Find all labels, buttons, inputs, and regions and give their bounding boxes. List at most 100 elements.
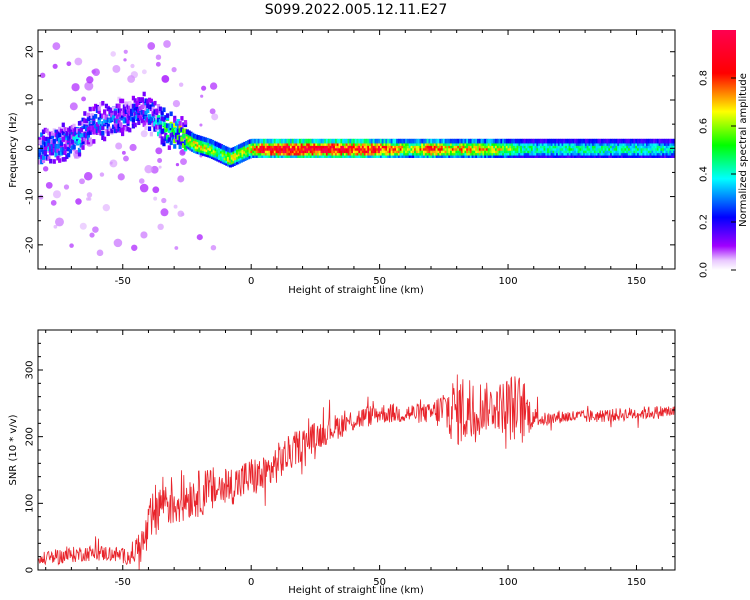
ridge-cell — [340, 150, 344, 156]
ridge-cell — [372, 150, 376, 156]
noise-speckle — [102, 204, 110, 212]
ridge-cell — [606, 138, 610, 144]
ridge-cell — [293, 146, 297, 151]
ridge-cell — [223, 145, 227, 151]
ridge-cell — [378, 146, 382, 151]
ridge-cell — [196, 149, 200, 155]
ridge-cell — [272, 153, 276, 158]
ridge-cell — [191, 132, 195, 138]
ridge-cell — [349, 143, 353, 149]
ridge-cell — [169, 111, 173, 117]
ridge-cell — [527, 148, 531, 154]
ridge-cell — [250, 148, 254, 154]
ridge-cell — [604, 141, 608, 146]
ridge-cell — [387, 143, 391, 149]
ridge-cell — [484, 153, 488, 158]
ridge-cell — [228, 150, 233, 156]
ridge-cell — [433, 143, 438, 149]
ridge-cell — [541, 153, 545, 158]
ridge-cell — [635, 148, 639, 154]
ridge-cell — [290, 153, 294, 158]
ridge-cell — [252, 141, 256, 146]
ridge-cell — [270, 138, 274, 144]
ridge-cell — [286, 146, 290, 151]
ridge-cell — [453, 146, 457, 151]
ridge-cell — [574, 148, 578, 154]
ridge-cell — [602, 141, 607, 146]
ridge-cell — [248, 153, 252, 159]
ridge-cell — [584, 143, 589, 149]
ridge-cell — [473, 143, 477, 149]
ridge-cell — [597, 148, 601, 154]
ridge-cell — [521, 143, 526, 149]
ridge-cell — [124, 126, 128, 132]
ridge-cell — [448, 141, 452, 146]
ridge-cell — [198, 145, 202, 150]
ridge-cell — [227, 159, 231, 165]
ridge-cell — [646, 153, 650, 158]
ridge-cell — [313, 153, 317, 158]
ridge-cell — [171, 123, 175, 129]
ridge-cell — [338, 143, 342, 149]
noise-speckle — [86, 192, 93, 198]
ridge-cell — [79, 133, 83, 139]
ridge-cell — [626, 153, 630, 158]
ridge-cell — [394, 143, 398, 149]
ridge-cell — [250, 138, 254, 144]
ridge-cell — [451, 146, 456, 151]
ridge-cell — [444, 153, 448, 158]
ridge-cell — [88, 125, 92, 131]
ridge-cell — [223, 160, 227, 165]
ridge-cell — [378, 143, 382, 149]
ridge-cell — [390, 143, 394, 149]
ridge-cell — [671, 148, 675, 154]
ridge-cell — [426, 146, 430, 151]
ridge-cell — [505, 138, 509, 144]
ridge-cell — [581, 153, 585, 158]
ridge-cell — [565, 153, 569, 158]
ridge-cell — [493, 148, 497, 154]
ridge-cell — [311, 148, 315, 154]
ridge-cell — [327, 141, 331, 146]
ridge-cell — [498, 143, 502, 149]
ridge-cell — [583, 138, 587, 144]
ridge-cell — [644, 141, 648, 146]
ridge-cell — [523, 146, 527, 151]
ridge-cell — [194, 144, 198, 149]
ridge-cell — [307, 150, 312, 156]
ridge-cell — [41, 150, 46, 155]
ridge-cell — [423, 153, 427, 158]
ridge-cell — [363, 153, 367, 158]
ridge-cell — [428, 141, 432, 146]
ridge-cell — [261, 150, 265, 156]
ridge-cell — [624, 138, 628, 144]
ridge-cell — [104, 115, 109, 120]
ridge-cell — [167, 145, 171, 150]
ridge-cell — [406, 148, 411, 154]
ridge-cell — [68, 143, 73, 148]
ridge-cell — [599, 148, 603, 154]
ridge-cell — [38, 152, 42, 158]
ridge-cell — [367, 146, 371, 151]
ridge-cell — [484, 146, 488, 151]
ridge-cell — [457, 138, 461, 144]
ridge-cell — [273, 143, 278, 149]
ridge-cell — [203, 149, 207, 154]
ridge-cell — [394, 141, 398, 146]
ridge-cell — [95, 108, 100, 113]
ridge-cell — [586, 150, 590, 156]
ridge-cell — [252, 148, 256, 154]
ridge-cell — [133, 105, 137, 111]
noise-speckle — [196, 234, 203, 241]
ridge-cell — [352, 138, 357, 144]
ridge-cell — [313, 148, 317, 154]
ridge-cell — [550, 148, 554, 154]
ridge-cell — [637, 138, 641, 144]
ridge-cell — [144, 125, 148, 131]
ridge-cell — [325, 146, 330, 151]
ridge-cell — [360, 153, 364, 158]
ridge-cell — [178, 135, 182, 141]
ridge-cell — [356, 141, 360, 146]
ridge-cell — [588, 150, 592, 156]
ridge-cell — [665, 141, 669, 146]
